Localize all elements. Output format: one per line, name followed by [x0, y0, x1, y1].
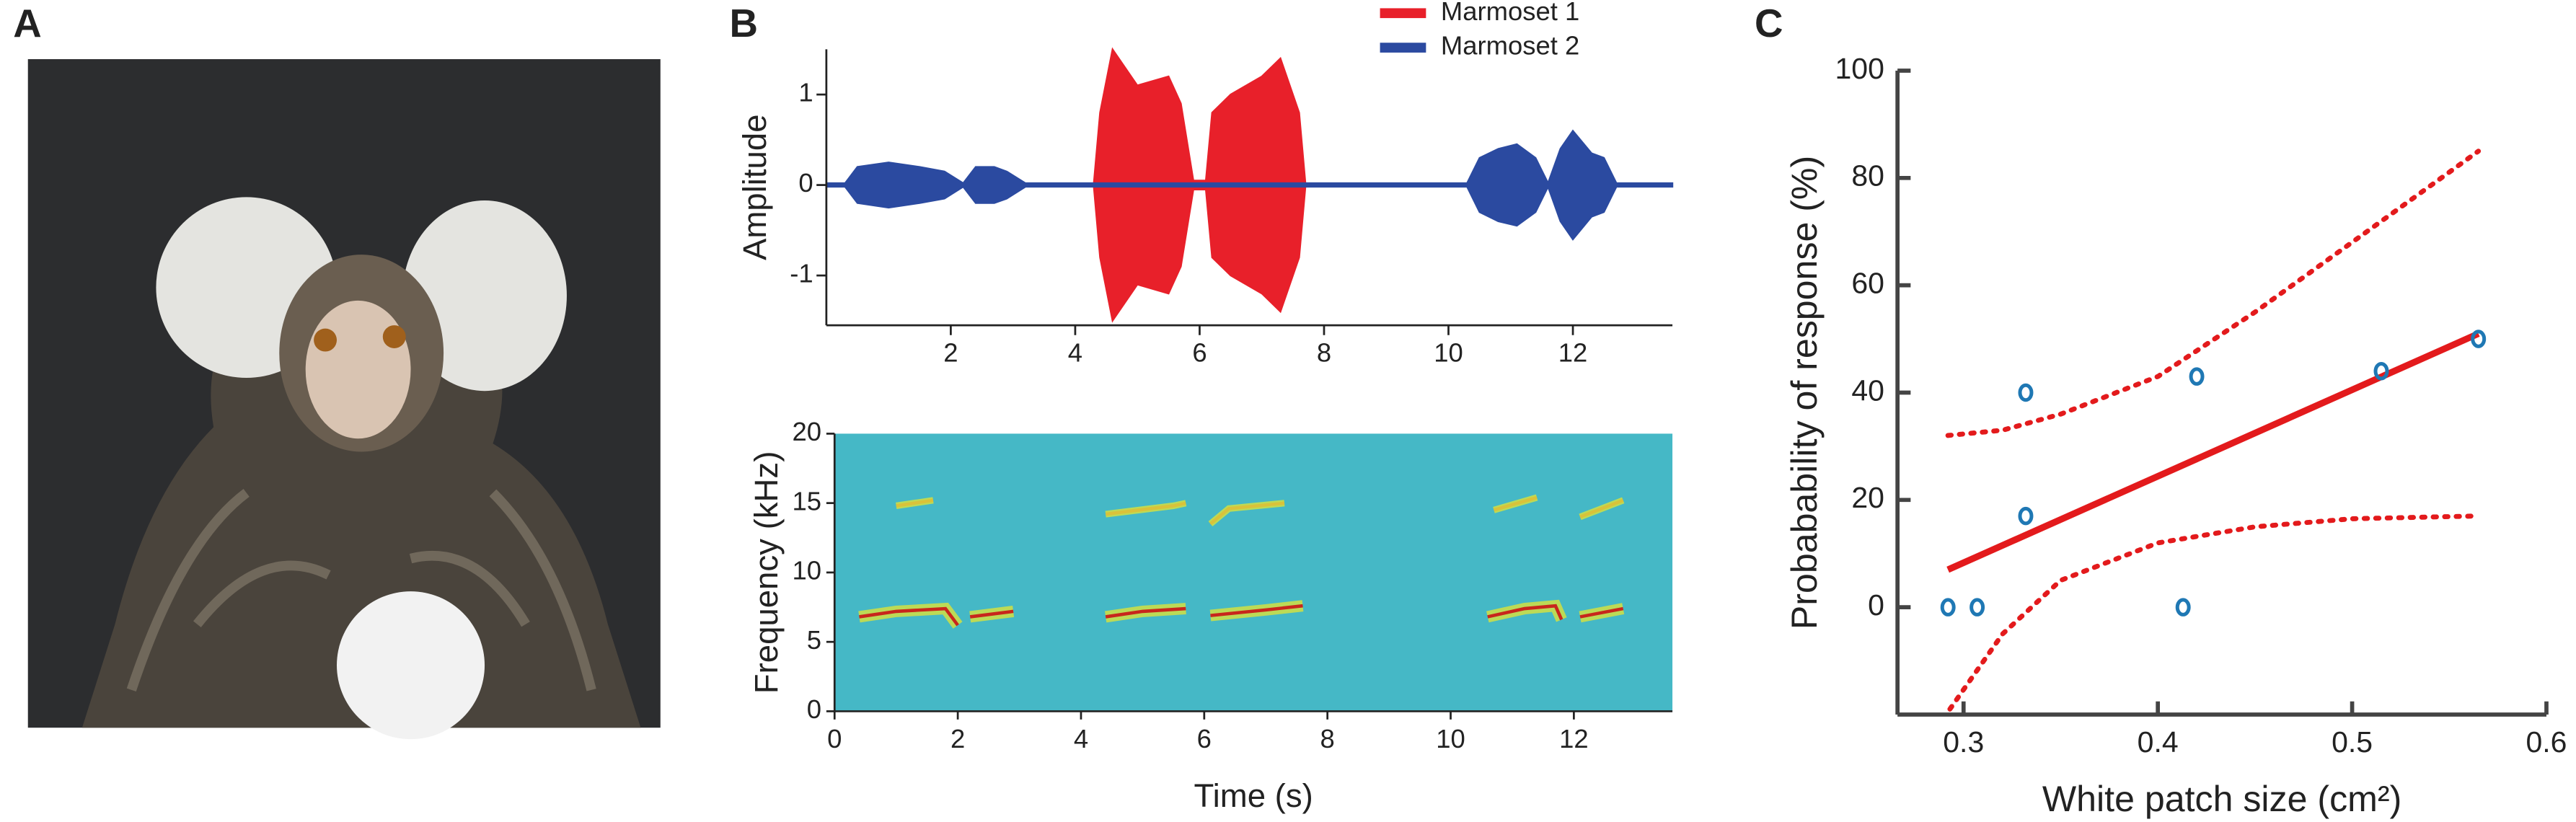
y-tick-label: 10 — [792, 556, 821, 585]
panel-label: C — [1755, 1, 1783, 45]
photo — [27, 59, 661, 740]
y-axis-label: Frequency (kHz) — [748, 451, 785, 694]
x-tick-label: 12 — [1558, 338, 1588, 368]
x-tick-label: 0.4 — [2138, 725, 2179, 759]
y-axis-label: Amplitude — [736, 114, 773, 260]
y-tick-label: 0 — [1868, 588, 1884, 622]
fit-line — [1946, 330, 2480, 573]
x-axis-label: White patch size (cm²) — [2042, 779, 2401, 819]
data-point — [2018, 383, 2034, 402]
waveform — [825, 129, 1674, 241]
y-tick-label: 1 — [798, 78, 813, 107]
y-tick-label: 20 — [792, 417, 821, 446]
legend-swatch — [1380, 8, 1426, 19]
confidence-band — [1947, 513, 2482, 712]
y-tick-label: -1 — [790, 259, 813, 288]
data-point — [2373, 361, 2389, 381]
legend-swatch — [1380, 43, 1426, 53]
y-tick-label: 5 — [807, 625, 821, 655]
harmonic-contour — [859, 604, 1624, 627]
x-tick-label: 0.3 — [1943, 725, 1984, 759]
x-tick-label: 4 — [1068, 338, 1082, 368]
panel-label: A — [13, 1, 41, 45]
spectrogram-background — [834, 433, 1673, 712]
y-tick-label: 80 — [1851, 159, 1884, 193]
y-tick-label: 0 — [807, 694, 821, 724]
y-tick-label: 0 — [798, 168, 813, 198]
y-tick-label: 40 — [1851, 374, 1884, 407]
confidence-band — [1945, 149, 2482, 438]
y-tick-label: 20 — [1851, 481, 1884, 514]
x-tick-label: 8 — [1320, 724, 1335, 754]
x-tick-label: 0 — [827, 724, 842, 754]
x-tick-label: 4 — [1074, 724, 1088, 754]
x-tick-label: 0.5 — [2332, 725, 2373, 759]
x-tick-label: 10 — [1434, 338, 1463, 368]
x-tick-label: 2 — [943, 338, 958, 368]
data-point — [2018, 506, 2034, 526]
legend-label: Marmoset 1 — [1441, 0, 1579, 26]
x-tick-label: 2 — [950, 724, 965, 754]
x-tick-label: 6 — [1197, 724, 1212, 754]
x-axis-label: Time (s) — [1194, 777, 1313, 814]
x-tick-label: 8 — [1317, 338, 1331, 368]
y-tick-label: 60 — [1851, 266, 1884, 299]
data-point — [2189, 367, 2205, 386]
y-tick-label: 15 — [792, 486, 821, 516]
data-point — [2471, 330, 2487, 348]
y-tick-label: 100 — [1835, 52, 1884, 85]
panel-label: B — [729, 1, 757, 45]
x-tick-label: 6 — [1192, 338, 1207, 368]
data-point — [2175, 598, 2191, 616]
x-tick-label: 10 — [1436, 724, 1465, 754]
data-point — [1970, 598, 1985, 616]
data-point — [1940, 598, 1956, 616]
x-tick-label: 12 — [1559, 724, 1589, 754]
x-tick-label: 0.6 — [2526, 725, 2567, 759]
harmonic-contour — [896, 495, 1624, 526]
legend-label: Marmoset 2 — [1441, 31, 1579, 61]
y-axis-label: Probabability of response (%) — [1784, 156, 1825, 629]
